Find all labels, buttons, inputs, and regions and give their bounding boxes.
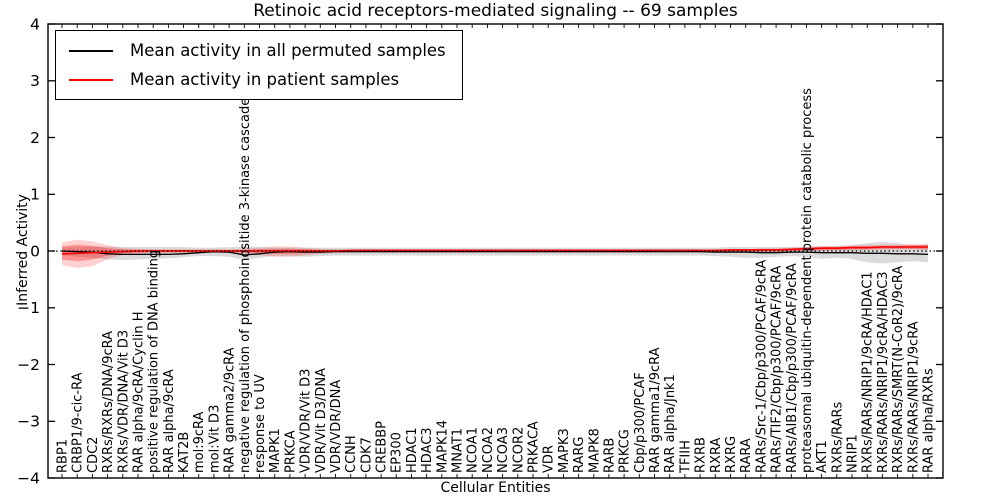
x-category-label: CREBBP [375, 421, 390, 473]
legend: Mean activity in all permuted samples Me… [55, 30, 463, 100]
x-category-label: mol:Vit D3 [207, 405, 222, 473]
patient-line-swatch [69, 78, 113, 81]
x-category-label: KAT2B [177, 432, 192, 473]
x-category-label: RARG [572, 436, 587, 473]
x-category-label: proteasomal ubiquitin-dependent protein … [800, 88, 815, 473]
x-category-label: RARA [739, 438, 754, 473]
x-category-label: RXRs/RARs/SMRT(N-CoR2)/9cRA [891, 266, 906, 473]
x-category-label: RXRs/RARs [830, 401, 845, 473]
x-category-label: VDR/Vit D3/DNA [314, 368, 329, 473]
x-category-label: PRKCG [618, 429, 633, 473]
y-tick-label: 3 [30, 72, 40, 90]
x-category-label: HDAC1 [405, 427, 420, 473]
x-category-label: RAR gamma1/9cRA [648, 347, 663, 473]
legend-item-permuted: Mean activity in all permuted samples [69, 41, 446, 60]
y-tick-label: −1 [17, 299, 40, 317]
x-category-label: MNAT1 [451, 428, 466, 473]
x-category-label: AKT1 [815, 440, 830, 473]
x-category-label: RAR alpha/RXRs [922, 368, 937, 473]
x-category-label: RAR alpha/Jnk1 [663, 374, 678, 473]
x-category-label: VDR/VDR/Vit D3 [299, 369, 314, 473]
x-category-label: NRIP1 [846, 434, 861, 473]
x-category-label: RXRs/RARs/NRIP1/9cRA [906, 321, 921, 473]
permuted-line-swatch [69, 49, 113, 52]
x-category-label: RXRs/RXRs/DNA/9cRA [101, 331, 116, 473]
x-category-label: TFIIH [678, 440, 693, 474]
x-category-label: PRKACA [527, 421, 542, 473]
x-category-label: RAR alpha/9cRA/Cyclin H [132, 312, 147, 473]
patient-outer-band [62, 239, 928, 268]
legend-item-patient: Mean activity in patient samples [69, 70, 446, 89]
x-category-label: EP300 [390, 432, 405, 473]
x-category-label: RARs/TIF2/Cbp/p300/PCAF/9cRA [770, 266, 785, 473]
x-category-label: NCOA3 [496, 427, 511, 473]
x-category-label: CDC2 [86, 437, 101, 473]
legend-label-permuted: Mean activity in all permuted samples [130, 41, 446, 60]
x-category-label: RXRA [709, 438, 724, 473]
x-category-label: NCOR2 [511, 427, 526, 473]
x-category-label: RXRG [724, 436, 739, 473]
x-category-label: mol:9cRA [192, 411, 207, 473]
x-category-label: response to UV [253, 374, 268, 473]
patient-inner-band [62, 244, 928, 262]
x-category-label: NCOA1 [466, 427, 481, 473]
x-category-label: positive regulation of DNA binding [147, 250, 162, 473]
x-category-label: RARs/AIB1/Cbp/p300/PCAF/9cRA [785, 263, 800, 473]
x-category-label: RAR gamma2/9cRA [223, 347, 238, 473]
legend-label-patient: Mean activity in patient samples [130, 70, 400, 89]
x-category-label: RXRs/VDR/DNA/Vit D3 [116, 330, 131, 473]
x-category-label: HDAC3 [420, 427, 435, 473]
x-category-label: PRKCA [283, 430, 298, 473]
y-tick-label: −3 [17, 413, 40, 431]
x-category-label: RXRs/RARs/NRIP1/9cRA/HDAC1 [861, 271, 876, 473]
permuted-mean-line [61, 250, 929, 256]
y-tick-label: 2 [30, 129, 40, 147]
x-category-label: CDK7 [359, 437, 374, 473]
y-tick-label: −4 [17, 469, 40, 487]
x-category-label: RARB [602, 438, 617, 473]
x-category-label: VDR/VDR/DNA [329, 380, 344, 473]
x-category-label: RXRs/RARs/NRIP1/9cRA/HDAC3 [876, 271, 891, 473]
x-category-label: CCNH [344, 435, 359, 473]
permuted-range-band [62, 241, 928, 264]
x-category-label: RAR alpha/9cRA [162, 369, 177, 473]
x-category-label: CRBP1/9-cic-RA [71, 372, 86, 473]
x-category-label: MAPK8 [587, 428, 602, 473]
y-tick-label: 0 [30, 242, 40, 260]
y-tick-label: 1 [30, 186, 40, 204]
x-category-label: NCOA2 [481, 427, 496, 473]
x-category-label: MAPK3 [557, 428, 572, 473]
y-tick-label: −2 [17, 356, 40, 374]
x-category-label: MAPK14 [435, 420, 450, 473]
x-category-label: RXRB [694, 437, 709, 473]
x-category-label: negative regulation of phosphoinositide … [238, 98, 253, 473]
x-category-label: MAPK1 [268, 428, 283, 473]
y-axis-label: Inferred Activity [15, 194, 31, 306]
y-tick-label: 4 [30, 15, 40, 33]
x-category-label: Cbp/p300/PCAF [633, 372, 648, 473]
x-axis-label: Cellular Entities [440, 480, 551, 496]
chart-title: Retinoic acid receptors-mediated signali… [253, 1, 738, 21]
x-category-label: VDR [542, 445, 557, 473]
x-category-label: RARs/Src-1/Cbp/p300/PCAF/9cRA [754, 260, 769, 473]
x-category-label: RBP1 [56, 439, 71, 473]
